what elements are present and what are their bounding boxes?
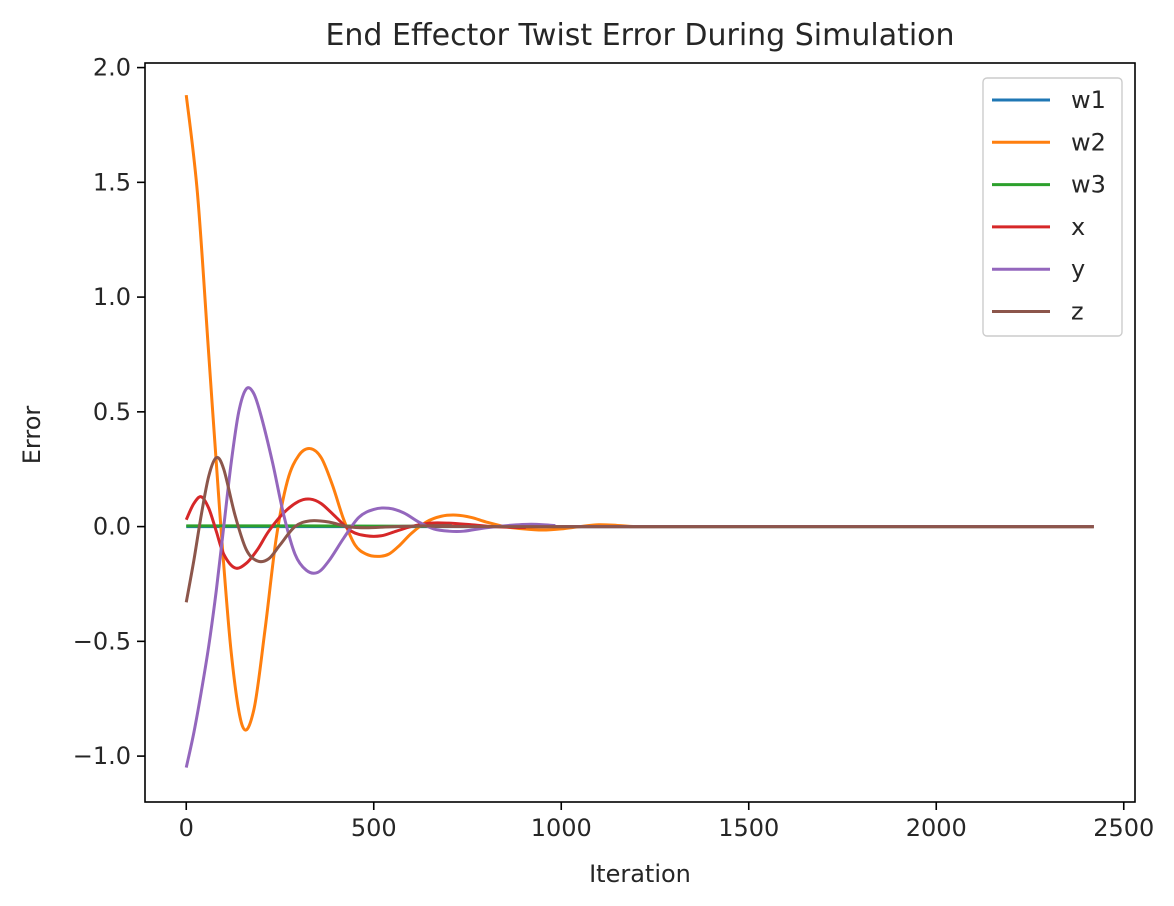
plot-frame (144, 62, 1136, 803)
y-tick-label: 2.0 (93, 54, 131, 82)
legend-label-w2: w2 (1071, 128, 1106, 156)
x-axis: 0 500 1000 1500 2000 2500 (179, 802, 1154, 842)
y-tick-label: 0.0 (93, 513, 131, 541)
series-line-w2 (184, 94, 1094, 732)
legend-label-w1: w1 (1071, 86, 1106, 114)
y-tick-label: 1.0 (93, 283, 131, 311)
series-line-z (184, 456, 1094, 603)
legend-label-x: x (1071, 213, 1085, 241)
x-tick-label: 1000 (531, 814, 592, 842)
series-line-x (184, 495, 1094, 570)
legend-box (982, 77, 1123, 337)
legend-label-y: y (1071, 255, 1085, 283)
x-tick-label: 2000 (906, 814, 967, 842)
legend: w1 w2 w3 xyz (982, 77, 1123, 337)
x-tick-label: 1500 (718, 814, 779, 842)
plot-lines (184, 94, 1094, 768)
legend-label-w3: w3 (1071, 171, 1106, 199)
y-tick-label: −1.0 (73, 742, 131, 770)
chart-title: End Effector Twist Error During Simulati… (325, 18, 954, 53)
series-line-y (184, 386, 1094, 768)
y-tick-label: −0.5 (73, 627, 131, 655)
x-tick-label: 2500 (1093, 814, 1154, 842)
legend-label-z: z (1071, 298, 1084, 326)
y-tick-label: 0.5 (93, 398, 131, 426)
y-axis: −1.0 −0.5 0.0 0.5 1.0 1.5 2.0 (73, 54, 145, 770)
x-tick-label: 0 (179, 814, 194, 842)
y-axis-label: Error (18, 406, 46, 465)
x-tick-label: 500 (351, 814, 397, 842)
y-tick-label: 1.5 (93, 168, 131, 196)
x-axis-label: Iteration (589, 860, 691, 888)
